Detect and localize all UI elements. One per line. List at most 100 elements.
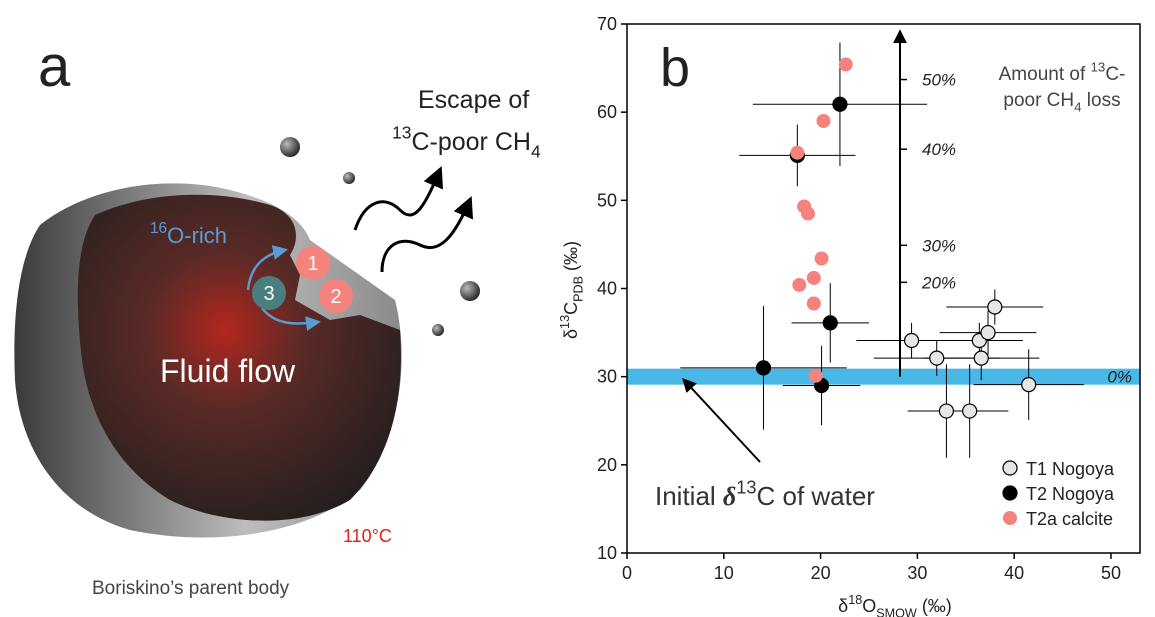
text-part: poor CH	[1003, 90, 1074, 111]
point	[938, 403, 955, 419]
point	[973, 350, 989, 366]
escape-arrow	[353, 166, 444, 231]
initial-band	[627, 368, 1140, 385]
particle	[432, 324, 444, 336]
loss-tick-label: 30%	[922, 236, 956, 255]
point	[832, 96, 848, 112]
point	[838, 57, 853, 72]
annotation-arrow	[682, 377, 761, 463]
text-part: (‰)	[917, 596, 952, 616]
point	[816, 113, 831, 128]
text-part: 13	[558, 315, 572, 329]
text-part: 13	[736, 477, 756, 497]
text-part: O-rich	[167, 223, 227, 248]
point	[801, 206, 816, 221]
annotation: Initial δ13C of water	[655, 477, 875, 511]
text-part: PDB	[571, 276, 585, 302]
text-part: Amount of	[999, 64, 1091, 85]
legend-label: T1 Nogoya	[1026, 459, 1115, 479]
text-part: 4	[531, 142, 541, 162]
step-circle	[319, 279, 353, 313]
text-part: 13	[392, 123, 411, 143]
temperature-label: 110°C	[343, 526, 392, 546]
step-label: 2	[330, 286, 341, 308]
loss-tick-label: 0%	[1107, 368, 1132, 387]
text-part: 13	[1091, 59, 1106, 74]
text-part: δ	[838, 596, 848, 616]
x-tick-label: 50	[1101, 563, 1121, 583]
point	[790, 145, 805, 160]
panel-label: b	[660, 38, 690, 98]
text-part: C of water	[756, 481, 875, 511]
x-tick-label: 40	[1004, 563, 1024, 583]
text-part: C-poor CH	[411, 128, 530, 156]
point	[755, 360, 772, 376]
text-part: δ	[561, 329, 581, 339]
y-tick-label: 50	[597, 190, 617, 210]
x-tick-label: 0	[622, 563, 632, 583]
text-part: (‰)	[561, 241, 581, 276]
legend-marker	[1003, 511, 1017, 525]
text-part: 16	[150, 220, 167, 237]
particle	[280, 137, 300, 157]
point	[987, 299, 1003, 315]
y-tick-label: 20	[597, 455, 617, 475]
y-tick-label: 10	[597, 543, 617, 563]
particle	[460, 281, 480, 301]
text-part: SMOW	[876, 606, 917, 617]
x-tick-label: 20	[811, 563, 831, 583]
x-tick-label: 30	[907, 563, 927, 583]
panel-label: a	[38, 34, 71, 99]
step-label: 3	[263, 283, 274, 305]
y-tick-label: 40	[597, 279, 617, 299]
o-rich-label: 16O-rich	[150, 220, 227, 248]
legend-marker	[1002, 460, 1018, 476]
text-part: Initial	[655, 481, 723, 511]
escape-text: Escape of	[418, 86, 529, 114]
point	[814, 251, 829, 266]
loss-tick-label: 50%	[922, 71, 956, 90]
point	[822, 315, 838, 331]
y-tick-label: 60	[597, 102, 617, 122]
legend-marker	[1002, 485, 1018, 501]
text-part: O	[862, 596, 876, 616]
text-part: loss	[1082, 90, 1121, 111]
loss-tick-label: 40%	[922, 140, 956, 159]
text-part: 18	[848, 593, 862, 607]
flow-arrow	[246, 245, 288, 291]
escape-arrow	[380, 196, 474, 273]
text-part: 4	[1074, 100, 1081, 115]
x-tick-label: 10	[714, 563, 734, 583]
loss-title: Amount of 13C-	[999, 59, 1126, 85]
legend-label: T2a calcite	[1026, 509, 1113, 529]
y-axis-label: δ13CPDB (‰)	[558, 241, 586, 339]
flow-arrow	[261, 307, 321, 331]
y-tick-label: 70	[597, 14, 617, 34]
point	[980, 324, 996, 341]
text-part: δ	[723, 482, 736, 511]
text-part: C	[561, 302, 581, 315]
escape-text: 13C-poor CH4	[392, 123, 541, 162]
step-circle	[296, 246, 330, 280]
fluid-label: Fluid flow	[160, 353, 296, 389]
loss-title: poor CH4 loss	[1003, 90, 1120, 115]
point	[806, 296, 821, 311]
x-axis-label: δ18OSMOW (‰)	[838, 593, 952, 617]
y-tick-label: 30	[597, 367, 617, 387]
point	[1021, 377, 1037, 393]
point	[903, 332, 920, 349]
point	[929, 350, 945, 366]
legend-label: T2 Nogoya	[1026, 484, 1115, 504]
caption: Boriskino’s parent body	[92, 578, 290, 599]
step-circle	[252, 276, 286, 310]
point	[806, 270, 821, 285]
point	[808, 368, 823, 383]
step-label: 1	[307, 253, 318, 275]
point	[792, 277, 807, 292]
particle	[343, 172, 355, 184]
point	[962, 403, 978, 419]
text-part: C-	[1105, 64, 1125, 85]
